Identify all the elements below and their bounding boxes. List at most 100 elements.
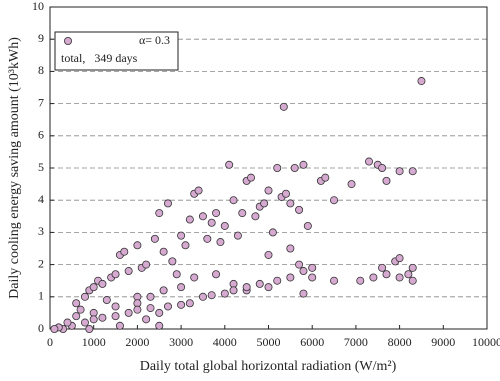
point xyxy=(177,300,186,309)
point xyxy=(408,276,417,285)
x-tick-label: 10000 xyxy=(472,335,500,349)
point xyxy=(299,267,308,276)
point xyxy=(181,241,190,250)
point xyxy=(247,173,256,182)
point xyxy=(290,163,299,172)
y-tick-label: 1 xyxy=(38,289,44,303)
point xyxy=(260,199,269,208)
point xyxy=(273,276,282,285)
point xyxy=(233,231,242,240)
point xyxy=(155,209,164,218)
point xyxy=(330,196,339,205)
x-axis-label: Daily total global horizontal radiation … xyxy=(140,359,397,374)
point xyxy=(159,286,168,295)
point xyxy=(264,250,273,259)
point xyxy=(50,324,59,333)
point xyxy=(417,77,426,86)
x-tick-label: 8000 xyxy=(388,335,412,349)
y-tick-label: 9 xyxy=(38,31,44,45)
point xyxy=(216,238,225,247)
point xyxy=(72,299,81,308)
point xyxy=(212,270,221,279)
point xyxy=(395,254,404,263)
y-tick-label: 7 xyxy=(38,95,44,109)
point xyxy=(159,247,168,256)
point xyxy=(255,279,264,288)
point xyxy=(146,304,155,313)
point xyxy=(80,292,89,301)
point xyxy=(190,273,199,282)
point xyxy=(207,218,216,227)
point xyxy=(308,273,317,282)
point xyxy=(295,260,304,269)
point xyxy=(273,163,282,172)
point xyxy=(303,221,312,230)
x-tick-label: 7000 xyxy=(344,335,368,349)
point xyxy=(281,189,290,198)
x-tick-label: 0 xyxy=(47,335,53,349)
point xyxy=(115,321,124,330)
point xyxy=(63,318,72,327)
point xyxy=(395,273,404,282)
point xyxy=(299,160,308,169)
point xyxy=(408,167,417,176)
y-tick-label: 5 xyxy=(38,160,44,174)
x-tick-label: 4000 xyxy=(213,335,237,349)
point xyxy=(150,234,159,243)
point xyxy=(242,283,251,292)
point xyxy=(146,292,155,301)
point xyxy=(155,308,164,317)
point xyxy=(378,263,387,272)
point xyxy=(264,186,273,195)
point xyxy=(220,221,229,230)
point xyxy=(279,102,288,111)
point xyxy=(207,291,216,300)
point xyxy=(356,276,365,285)
legend-label: α= 0.3 xyxy=(139,33,170,47)
point xyxy=(378,163,387,172)
point xyxy=(347,180,356,189)
y-tick-label: 4 xyxy=(38,192,44,206)
point xyxy=(98,279,107,288)
point xyxy=(268,228,277,237)
point xyxy=(225,160,234,169)
point xyxy=(369,273,378,282)
point xyxy=(220,289,229,298)
point xyxy=(212,209,221,218)
y-axis-label: Daily cooling energy saving amount (10³k… xyxy=(7,37,22,299)
point xyxy=(395,167,404,176)
x-tick-label: 5000 xyxy=(257,335,281,349)
point xyxy=(185,299,194,308)
plot-frame xyxy=(49,6,488,330)
point xyxy=(85,324,94,333)
y-tick-label: 6 xyxy=(38,128,44,142)
x-tick-label: 9000 xyxy=(431,335,455,349)
x-tick-label: 1000 xyxy=(82,335,106,349)
point xyxy=(111,312,120,321)
point xyxy=(120,247,129,256)
y-tick-label: 3 xyxy=(38,224,44,238)
point xyxy=(238,209,247,218)
point xyxy=(133,305,142,314)
point xyxy=(133,241,142,250)
point xyxy=(98,313,107,322)
point xyxy=(168,257,177,266)
y-tick-label: 2 xyxy=(38,256,44,270)
x-tick-label: 6000 xyxy=(300,335,324,349)
point xyxy=(308,263,317,272)
point xyxy=(89,315,98,324)
point xyxy=(177,283,186,292)
point xyxy=(172,270,181,279)
point xyxy=(382,270,391,279)
point xyxy=(295,205,304,214)
point xyxy=(286,244,295,253)
point xyxy=(155,321,164,330)
legend-marker xyxy=(64,37,73,46)
point xyxy=(111,302,120,311)
point xyxy=(142,260,151,269)
point xyxy=(194,186,203,195)
point xyxy=(198,212,207,221)
point xyxy=(229,196,238,205)
legend-box xyxy=(54,31,179,71)
